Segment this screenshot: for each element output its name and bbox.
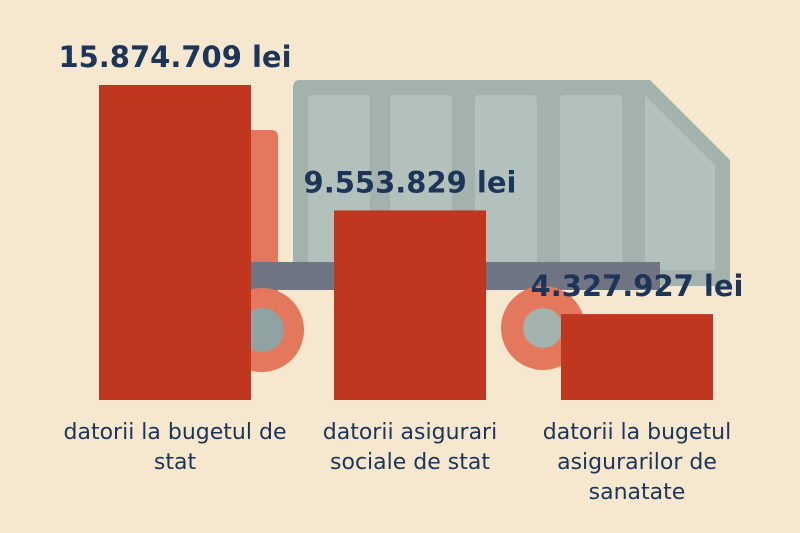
bar bbox=[561, 314, 713, 400]
category-label: datorii la bugetul de stat bbox=[63, 420, 287, 475]
category-label: datorii la bugetul asigurarilor de sanat… bbox=[542, 420, 732, 505]
bar bbox=[99, 85, 251, 400]
bar bbox=[334, 210, 486, 400]
category-label: datorii asigurari sociale de stat bbox=[322, 420, 498, 475]
value-label: 9.553.829 lei bbox=[304, 165, 517, 199]
value-label: 15.874.709 lei bbox=[58, 40, 291, 74]
wheel-hub bbox=[523, 308, 563, 348]
value-label: 4.327.927 lei bbox=[531, 269, 744, 303]
